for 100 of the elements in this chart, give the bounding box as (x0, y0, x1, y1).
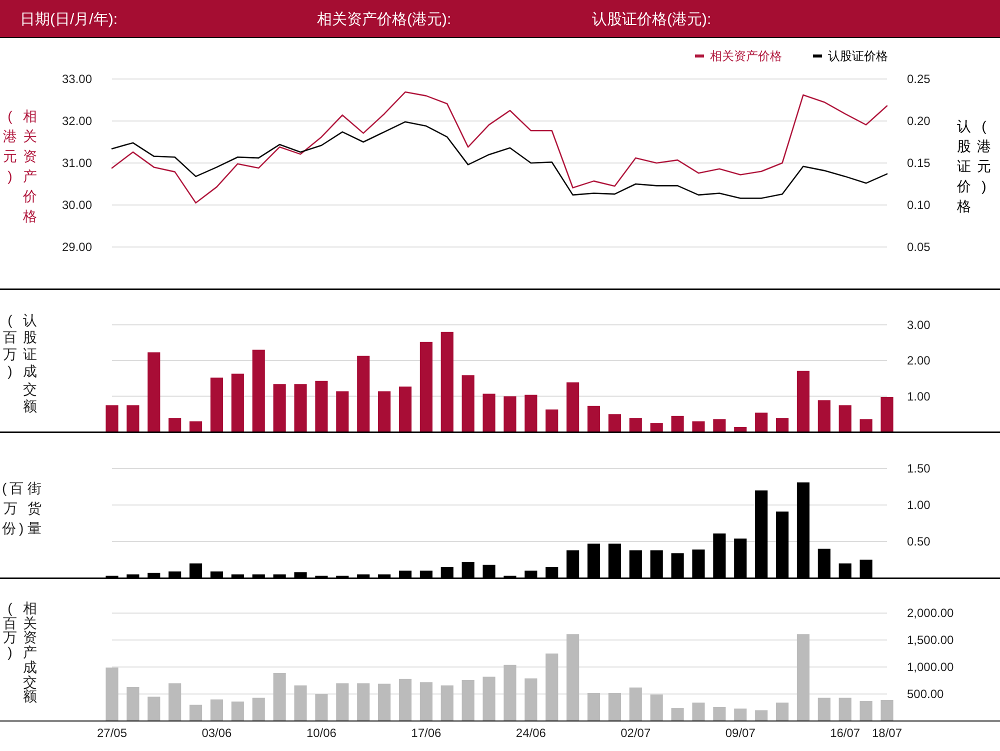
bar (608, 692, 621, 721)
text: 街货量(百万份) (2, 480, 44, 536)
bar (796, 370, 810, 432)
bar (420, 342, 432, 432)
y-tick-label: 1.00 (907, 498, 931, 512)
x-tick-label: 17/06 (411, 726, 442, 740)
bar (231, 374, 244, 432)
y-tick-label: 32.00 (62, 114, 92, 128)
bar (210, 378, 224, 432)
y-tick-label: 1.50 (907, 462, 931, 476)
y2-tick-label: 0.05 (907, 240, 931, 254)
bar (420, 682, 432, 721)
bar (190, 704, 202, 721)
bar (734, 427, 747, 432)
bar (210, 699, 224, 721)
y2-tick-label: 0.15 (907, 156, 931, 170)
text: 日期(日/月/年): (20, 11, 118, 28)
x-tick-label: 09/07 (725, 726, 756, 740)
bar (776, 418, 789, 432)
bar (462, 680, 474, 721)
bar (168, 683, 182, 721)
x-tick-label: 16/07 (830, 726, 860, 740)
bar (629, 418, 642, 432)
bar (126, 405, 140, 432)
bar (692, 421, 705, 432)
bar (734, 708, 747, 721)
bar (273, 384, 286, 432)
text: 认股证价格(港元): (592, 11, 712, 28)
bar (273, 672, 286, 721)
y-tick-label: 1.00 (907, 389, 931, 404)
bar (357, 356, 370, 432)
bar (880, 396, 894, 432)
bar (776, 702, 789, 721)
bar (190, 421, 202, 432)
bar (398, 678, 412, 721)
text: 认股证成交额(百万) (3, 312, 37, 414)
bar (398, 386, 412, 432)
bar (671, 708, 684, 721)
bar (315, 380, 328, 432)
bar (546, 409, 558, 432)
bar (608, 414, 621, 432)
bar (671, 416, 684, 432)
bar (168, 418, 182, 432)
text: 相关资产价格(港元) (3, 108, 37, 224)
y-tick-label: 1,000.00 (907, 660, 954, 674)
bar (462, 375, 474, 432)
bar (106, 405, 118, 432)
bar (336, 683, 349, 721)
bar (755, 412, 768, 432)
bar (838, 698, 852, 721)
bar (838, 405, 852, 432)
legend-label: 认股证价格 (828, 49, 888, 63)
bar (524, 394, 538, 432)
bar (566, 382, 580, 432)
bar (440, 685, 454, 721)
bar (482, 676, 496, 721)
line-series (111, 91, 888, 204)
y2-tick-label: 0.10 (907, 198, 931, 212)
bar (566, 634, 580, 721)
bar (860, 419, 872, 432)
y-tick-label: 1,500.00 (907, 633, 954, 648)
bar (587, 406, 600, 432)
bar (713, 706, 726, 721)
bar (880, 700, 894, 721)
x-tick-label: 18/07 (872, 726, 902, 740)
bar (650, 694, 663, 721)
bar (504, 396, 516, 432)
bar (482, 394, 496, 432)
bar (860, 701, 872, 721)
bar (440, 332, 454, 432)
bar (336, 391, 349, 432)
bar (818, 698, 830, 721)
y-tick-label: 3.00 (907, 318, 931, 332)
text: 相关资产成交额(百万) (3, 600, 37, 704)
y2-tick-label: 0.20 (907, 114, 931, 128)
x-tick-label: 27/05 (96, 726, 128, 740)
bar (148, 352, 160, 432)
bar (315, 694, 328, 721)
bar (126, 687, 140, 721)
y-tick-label: 500.00 (907, 687, 944, 702)
y-tick-label: 31.00 (62, 156, 92, 170)
bar (294, 384, 307, 432)
bar (294, 685, 307, 721)
x-tick-label: 24/06 (516, 726, 546, 740)
bar (252, 698, 265, 721)
bar (713, 419, 726, 432)
bar (587, 692, 600, 721)
bar (106, 668, 118, 721)
bar (818, 400, 830, 432)
bar (231, 702, 244, 721)
bar (546, 654, 558, 721)
x-tick-label: 10/06 (306, 726, 337, 740)
y-tick-label: 2.00 (907, 354, 931, 368)
bar (692, 702, 705, 721)
bar (357, 683, 370, 721)
bar (796, 634, 810, 721)
y-tick-label: 33.00 (62, 72, 92, 86)
bar (650, 423, 663, 432)
line-series (111, 121, 888, 199)
bar (504, 664, 516, 721)
